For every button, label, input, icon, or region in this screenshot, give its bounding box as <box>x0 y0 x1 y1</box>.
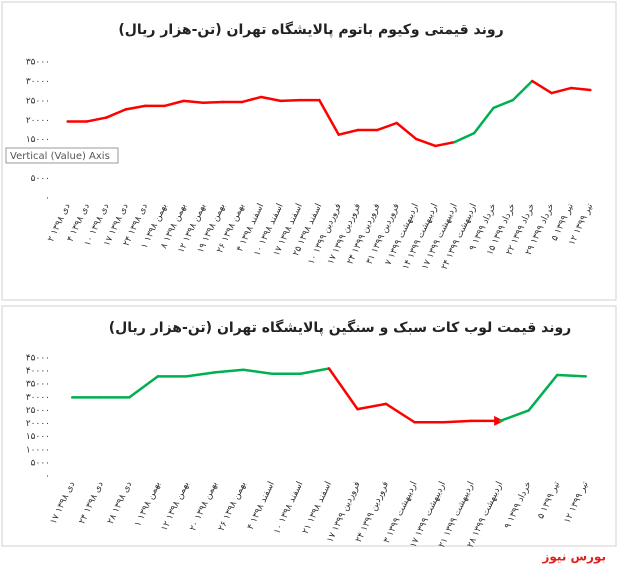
y-tick-label: ۲۰۰۰۰ <box>26 419 50 429</box>
line-segment <box>201 100 224 105</box>
line-segment <box>182 99 205 105</box>
y-tick-label: ۲۰۰۰۰ <box>26 116 50 126</box>
line-segment <box>105 108 127 119</box>
line-segment <box>299 367 331 375</box>
line-segment <box>555 373 587 378</box>
tooltip-box <box>5 147 119 164</box>
y-tick-label: ۵۰۰۰ <box>31 458 50 468</box>
y-tick-label: ۰ <box>45 194 50 204</box>
chart-title: روند قیمت لوب کات سبک و سنگین پالایشگاه … <box>109 319 571 336</box>
source: بورس نیوز <box>541 550 606 565</box>
y-tick-label: ۳۵۰۰۰ <box>26 58 50 68</box>
y-tick-label: ۱۰۰۰۰ <box>26 445 50 455</box>
y-tick-label: ۱۵۰۰۰ <box>26 135 50 145</box>
y-tick-label: ۳۰۰۰۰ <box>26 393 50 403</box>
y-tick-label: ۱۵۰۰۰ <box>26 432 50 442</box>
line-segment <box>441 419 473 424</box>
line-segment <box>395 121 418 141</box>
line-segment <box>511 79 534 102</box>
line-segment <box>279 98 302 103</box>
y-tick-label: ۳۵۰۰۰ <box>26 380 50 390</box>
line-segment <box>240 95 263 104</box>
line-segment <box>356 402 388 411</box>
line-segment <box>85 116 108 123</box>
line-segment <box>128 375 160 399</box>
line-segment <box>550 86 573 95</box>
line-segment <box>498 409 530 423</box>
line-segment <box>185 371 217 378</box>
line-segment <box>213 368 245 374</box>
y-tick-label: ۲۵۰۰۰ <box>26 406 50 416</box>
y-tick-label: ۰ <box>45 472 50 482</box>
line-segment <box>327 367 359 411</box>
y-tick-label: ۴۵۰۰۰ <box>26 354 50 364</box>
line-segment <box>318 98 340 136</box>
line-segment <box>453 131 476 144</box>
line-segment <box>527 373 559 412</box>
line-segment <box>569 86 592 92</box>
line-segment <box>163 99 186 108</box>
chart-title: روند قیمتی وکیوم باتوم پالایشگاه تهران (… <box>118 21 503 38</box>
line-segment <box>376 121 398 132</box>
y-tick-label: ۴۰۰۰۰ <box>26 367 50 377</box>
line-segment <box>384 402 416 424</box>
y-tick-label: ۳۰۰۰۰ <box>26 77 50 87</box>
tooltip: Vertical (Value) Axis <box>10 151 110 162</box>
y-tick-label: ۲۵۰۰۰ <box>26 96 50 106</box>
line-segment <box>472 106 495 135</box>
y-tick-label: ۵۰۰۰ <box>31 174 50 184</box>
line-segment <box>337 128 360 136</box>
panel <box>1 305 617 547</box>
line-segment <box>531 79 553 95</box>
line-segment <box>414 137 437 148</box>
line-segment <box>492 98 515 110</box>
line-segment <box>434 140 457 148</box>
line-segment <box>124 104 147 111</box>
line-segment <box>260 95 282 103</box>
line-segment <box>242 368 274 375</box>
